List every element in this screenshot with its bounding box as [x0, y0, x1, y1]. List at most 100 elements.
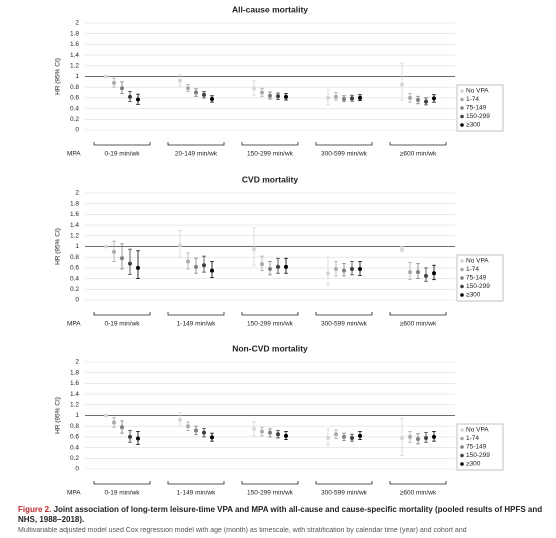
point — [416, 437, 420, 442]
point — [408, 95, 412, 100]
y-tick-label: 0.6 — [70, 434, 79, 441]
legend-label: 75-149 — [466, 275, 487, 282]
point — [128, 434, 132, 439]
legend-label: ≥300 — [466, 292, 481, 299]
y-tick-label: 1.2 — [70, 233, 79, 240]
x-tick-label: 150-299 min/wk — [247, 490, 294, 497]
category-bracket — [389, 481, 447, 485]
category-bracket — [167, 142, 225, 146]
x-axis-label: MPA — [67, 321, 81, 328]
point — [120, 86, 124, 91]
legend-marker — [460, 293, 464, 297]
legend-marker — [460, 259, 464, 263]
legend-label: 1-74 — [466, 435, 479, 442]
x-tick-label: ≥600 min/wk — [400, 321, 437, 328]
point — [358, 95, 362, 100]
figure: All-cause mortality HR (95% CI) 0 0.2 0.4 0.6… — [55, 4, 504, 497]
point — [424, 99, 428, 104]
x-tick-label: 300-599 min/wk — [321, 490, 368, 497]
legend-marker — [460, 89, 464, 93]
point — [268, 266, 272, 271]
point — [186, 259, 190, 264]
caption-label: Figure 2. — [18, 505, 52, 514]
y-tick-label: 0.4 — [70, 275, 79, 282]
point — [326, 271, 330, 276]
error-bar — [326, 256, 330, 286]
point — [408, 434, 412, 439]
legend-box — [456, 254, 504, 302]
legend-marker — [460, 284, 464, 289]
legend-label: ≥300 — [466, 461, 481, 468]
legend-marker — [460, 445, 464, 449]
y-tick-label: 2 — [75, 20, 79, 27]
caption-note: Multivariable adjusted model used Cox re… — [18, 527, 467, 534]
y-axis-label: HR (95% CI) — [55, 228, 62, 265]
legend-label: 75-149 — [466, 444, 487, 451]
x-tick-label: 1-149 min/wk — [177, 321, 216, 328]
legend-marker — [460, 453, 464, 458]
y-tick-label: 0.8 — [70, 254, 79, 261]
point — [210, 96, 214, 101]
y-tick-label: 0 — [75, 127, 79, 134]
point — [400, 247, 404, 252]
point — [104, 74, 108, 79]
point — [252, 426, 256, 431]
x-tick-label: 150-299 min/wk — [247, 151, 294, 158]
point — [120, 425, 124, 430]
point — [136, 436, 140, 441]
point — [424, 435, 428, 440]
y-tick-label: 1.8 — [70, 30, 79, 37]
point — [284, 433, 288, 438]
point — [178, 243, 182, 248]
point — [186, 86, 190, 91]
point — [432, 434, 436, 439]
point — [408, 270, 412, 275]
point — [284, 264, 288, 269]
legend-label: 1-74 — [466, 266, 479, 273]
category-bracket — [389, 312, 447, 316]
y-tick-label: 1 — [75, 73, 79, 80]
x-tick-label: 0-19 min/wk — [104, 321, 140, 328]
point — [260, 262, 264, 267]
x-tick-label: 150-299 min/wk — [247, 321, 294, 328]
x-tick-label: 300-599 min/wk — [321, 321, 368, 328]
category-bracket — [93, 312, 151, 316]
category-bracket — [315, 142, 373, 146]
point — [178, 417, 182, 422]
x-tick-label: 0-19 min/wk — [104, 151, 140, 158]
legend-box — [456, 84, 504, 132]
category-bracket — [241, 142, 299, 146]
legend-marker — [460, 462, 464, 466]
category-bracket — [315, 312, 373, 316]
legend-marker — [460, 428, 464, 432]
x-tick-label: 1-149 min/wk — [177, 490, 216, 497]
y-tick-label: 1.6 — [70, 380, 79, 387]
point — [276, 432, 280, 437]
point — [202, 263, 206, 268]
x-tick-label: 0-19 min/wk — [104, 490, 140, 497]
point — [268, 93, 272, 98]
point — [120, 256, 124, 261]
y-tick-label: 1.8 — [70, 200, 79, 207]
point — [112, 420, 116, 425]
caption: Figure 2. Joint association of long-term… — [18, 505, 548, 524]
y-tick-label: 0.2 — [70, 455, 79, 462]
point — [424, 273, 428, 278]
y-tick-label: 0.8 — [70, 423, 79, 430]
legend-label: 150-299 — [466, 113, 490, 120]
error-bar — [136, 250, 140, 280]
point — [136, 97, 140, 102]
point — [202, 430, 206, 435]
legend-label: ≥300 — [466, 122, 481, 129]
legend-label: No VPA — [466, 258, 489, 265]
legend-label: 150-299 — [466, 452, 490, 459]
legend-label: No VPA — [466, 427, 489, 434]
y-tick-label: 1.4 — [70, 222, 79, 229]
y-tick-label: 0.8 — [70, 84, 79, 91]
point — [268, 430, 272, 435]
point — [432, 96, 436, 101]
point — [326, 95, 330, 100]
point — [104, 244, 108, 249]
point — [342, 96, 346, 101]
point — [112, 249, 116, 254]
